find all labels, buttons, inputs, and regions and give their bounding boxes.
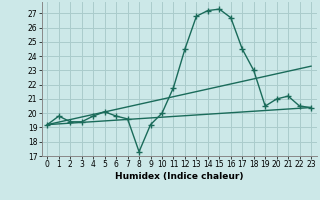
X-axis label: Humidex (Indice chaleur): Humidex (Indice chaleur) [115, 172, 244, 181]
